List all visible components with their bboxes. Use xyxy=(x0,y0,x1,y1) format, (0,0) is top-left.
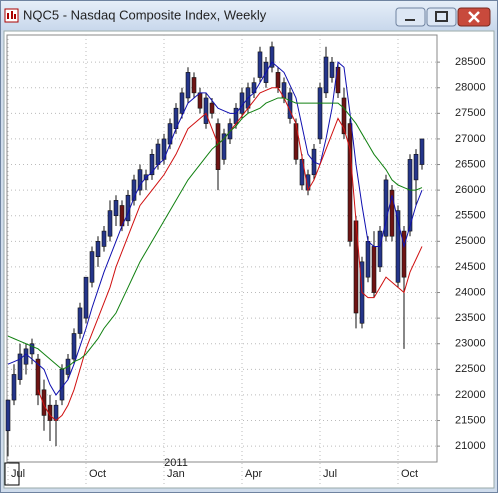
y-tick-label: 28500 xyxy=(455,56,486,68)
y-tick-label: 23000 xyxy=(455,338,486,350)
candle-body xyxy=(203,97,209,124)
candle-body xyxy=(17,353,23,380)
candle-body xyxy=(371,246,377,293)
y-tick-label: 26000 xyxy=(455,184,486,196)
candle-body xyxy=(329,61,335,78)
y-tick-label: 26500 xyxy=(455,158,486,170)
candle-body xyxy=(35,358,41,396)
candle-body xyxy=(317,87,323,140)
plot-area xyxy=(6,34,438,463)
y-tick-label: 24500 xyxy=(455,261,486,273)
x-tick-label: Oct xyxy=(89,468,106,480)
candle-body xyxy=(269,46,275,68)
candle-body xyxy=(29,343,35,355)
candle-body xyxy=(395,210,401,283)
candle-body xyxy=(5,399,11,432)
candle-body xyxy=(407,159,413,232)
y-tick-label: 25500 xyxy=(455,210,486,222)
candle-body xyxy=(107,210,113,237)
candle-body xyxy=(185,72,191,99)
window-title: NQC5 - Nasdaq Composite Index, Weekly xyxy=(23,7,267,22)
candle-body xyxy=(191,77,197,94)
y-tick-label: 28000 xyxy=(455,82,486,94)
candle-body xyxy=(413,153,419,181)
candle-body xyxy=(77,307,83,334)
candle-body xyxy=(275,72,281,89)
candle-body xyxy=(209,102,215,114)
candle-body xyxy=(197,92,203,109)
candle-body xyxy=(11,374,17,401)
y-tick-label: 21500 xyxy=(455,414,486,426)
candle-body xyxy=(101,230,107,247)
candle-body xyxy=(95,241,101,257)
candle-body xyxy=(71,333,77,360)
candle-body xyxy=(53,404,59,421)
candle-body xyxy=(149,153,155,176)
candle-body xyxy=(137,169,143,191)
y-tick-label: 27500 xyxy=(455,107,486,119)
x-tick-label: Jul xyxy=(323,468,337,480)
candle-body xyxy=(215,123,221,170)
year-label: 2011 xyxy=(164,457,188,469)
candle-body xyxy=(401,230,407,278)
y-tick-label: 21000 xyxy=(455,440,486,452)
x-tick-label: Apr xyxy=(245,468,262,480)
y-tick-label: 22000 xyxy=(455,389,486,401)
candle-body xyxy=(131,179,137,201)
candle-body xyxy=(23,348,29,365)
window-buttons[interactable] xyxy=(395,7,491,27)
moving-average-line xyxy=(7,97,423,370)
candle-body xyxy=(83,276,89,319)
y-tick-label: 23500 xyxy=(455,312,486,324)
candle-body xyxy=(155,143,161,165)
candle-body xyxy=(41,389,47,416)
candle-body xyxy=(419,138,425,165)
x-tick-label: Jul xyxy=(11,468,25,480)
candle-body xyxy=(221,133,227,160)
candle-body xyxy=(113,200,119,217)
x-tick-label: Oct xyxy=(401,468,418,480)
candle-body xyxy=(377,230,383,268)
candle-body xyxy=(341,97,347,135)
y-tick-label: 27000 xyxy=(455,133,486,145)
moving-average-line xyxy=(7,61,423,396)
candle-body xyxy=(347,123,353,242)
candle-body xyxy=(257,51,263,78)
candle-body xyxy=(89,251,95,283)
y-tick-label: 22500 xyxy=(455,363,486,375)
candle-body xyxy=(365,241,371,278)
x-tick-label: Jan xyxy=(167,468,185,480)
candle-body xyxy=(323,56,329,94)
candle-body xyxy=(389,189,395,237)
candle-body xyxy=(383,179,389,237)
candle-body xyxy=(179,92,185,114)
y-tick-label: 24000 xyxy=(455,286,486,298)
maximize-button[interactable] xyxy=(426,7,457,27)
minimize-button[interactable] xyxy=(395,7,426,27)
y-tick-label: 25000 xyxy=(455,235,486,247)
